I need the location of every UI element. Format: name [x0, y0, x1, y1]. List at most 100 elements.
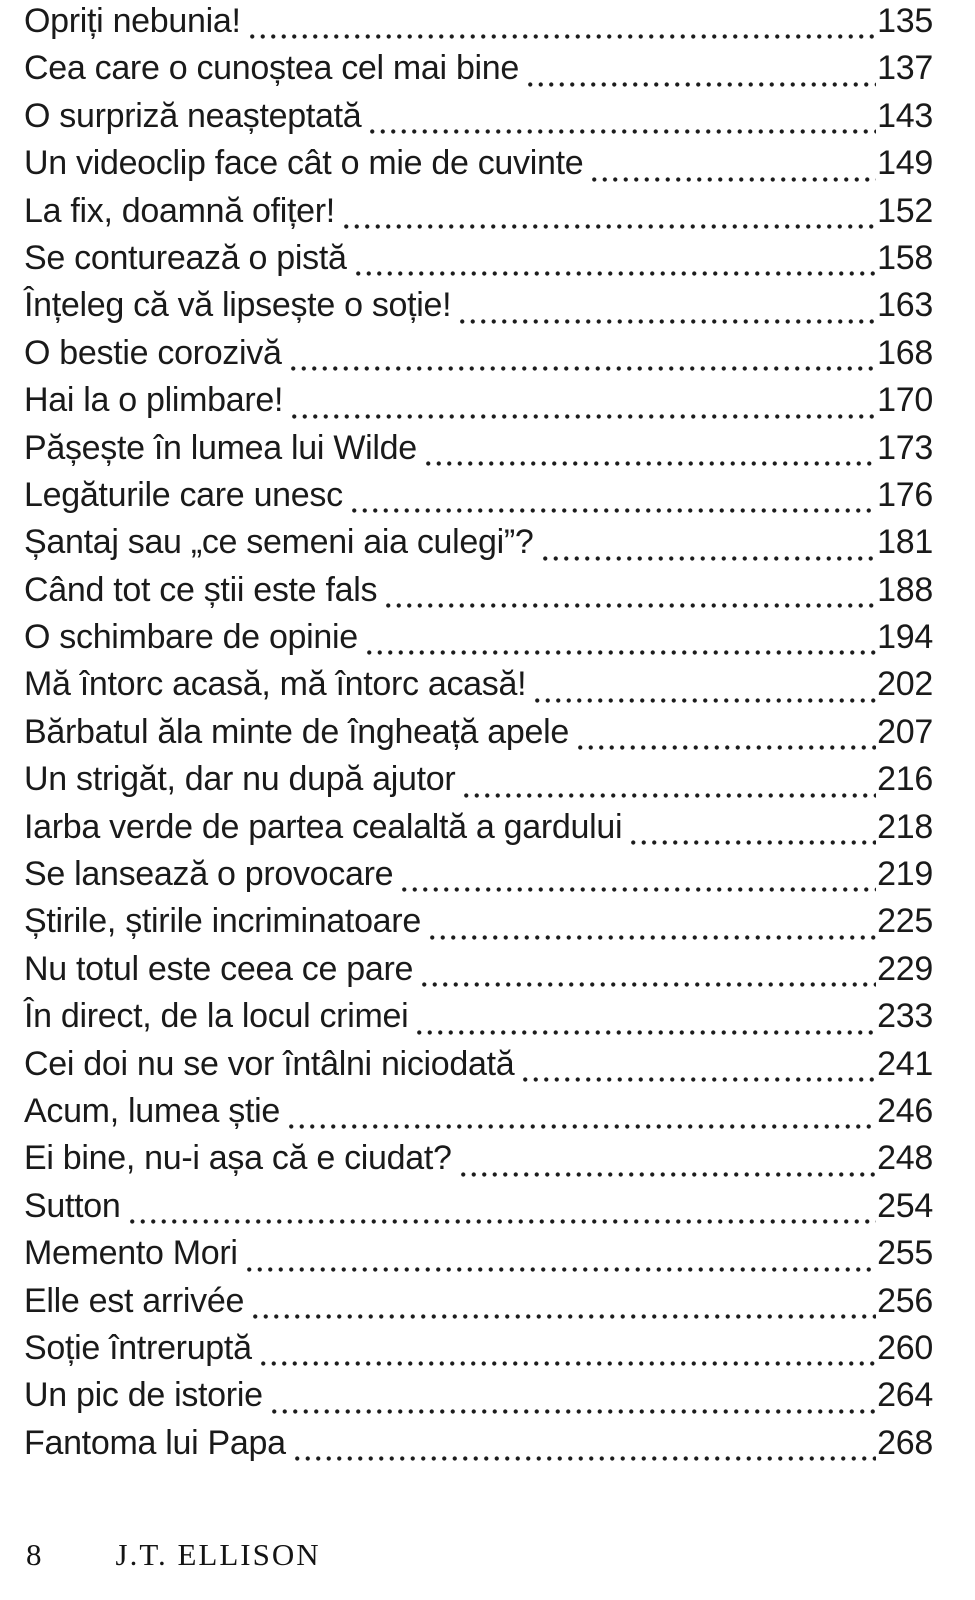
toc-entry-title: Când tot ce știi este fals — [24, 570, 378, 609]
toc-entry-title: Se lansează o provocare — [24, 855, 394, 894]
dot-leader — [626, 807, 877, 856]
toc-entry-page: 143 — [877, 96, 933, 135]
toc-row: Elle est arrivée 256 — [24, 1281, 933, 1329]
toc-entry-page: 225 — [877, 902, 933, 941]
toc-entry-page: 216 — [877, 760, 933, 799]
toc-entry-title: Ei bine, nu-i așa că e ciudat? — [24, 1139, 452, 1178]
dot-leader — [412, 997, 877, 1045]
toc-row: O schimbare de opinie 194 — [24, 618, 933, 666]
dot-leader — [587, 144, 877, 192]
toc-entry-page: 163 — [877, 286, 933, 325]
toc-entry-page: 207 — [877, 712, 933, 751]
toc-row: O surpriză neașteptată 143 — [24, 96, 933, 145]
toc-entry-page: 202 — [877, 665, 933, 704]
toc-entry-page: 260 — [877, 1328, 933, 1367]
toc-entry-title: Memento Mori — [24, 1234, 238, 1273]
dot-leader — [255, 1328, 877, 1377]
toc-entry-title: Se conturează o pistă — [24, 238, 347, 277]
toc-entry-page: 219 — [877, 855, 933, 894]
dot-leader — [381, 570, 877, 619]
toc-entry-page: 218 — [877, 807, 933, 846]
toc-entry-title: O surpriză neașteptată — [24, 96, 362, 135]
toc-entry-page: 255 — [877, 1234, 933, 1273]
toc-entry-title: Bărbatul ăla minte de îngheață apele — [24, 712, 569, 751]
toc-entry-title: Nu totul este ceea ce pare — [24, 949, 414, 988]
toc-entry-title: Elle est arrivée — [24, 1281, 245, 1320]
toc-entry-page: 181 — [877, 523, 933, 562]
toc-entry-title: Pășește în lumea lui Wilde — [24, 428, 417, 467]
dot-leader — [459, 760, 877, 808]
toc-row: Înțeleg că vă lipsește o soție! 163 — [24, 286, 933, 334]
dot-leader — [420, 428, 877, 476]
toc-entry-page: 264 — [877, 1376, 933, 1415]
toc-entry-title: Legăturile care unesc — [24, 475, 343, 514]
toc-row: Nu totul este ceea ce pare 229 — [24, 949, 933, 998]
toc-row: Memento Mori 255 — [24, 1234, 933, 1282]
toc-entry-title: O schimbare de opinie — [24, 618, 358, 657]
toc-row: Cei doi nu se vor întâlni niciodată 241 — [24, 1044, 933, 1092]
toc-row: Opriți nebunia! 135 — [24, 2, 933, 50]
toc-entry-page: 246 — [877, 1091, 933, 1130]
dot-leader — [350, 238, 877, 287]
footer-running-title: J.T. ELLISON — [115, 1537, 321, 1573]
toc-entry-page: 188 — [877, 570, 933, 609]
toc-row: Iarba verde de partea cealaltă a gardulu… — [24, 807, 933, 856]
toc-entry-page: 135 — [877, 2, 933, 40]
toc-row: Soție întreruptă 260 — [24, 1328, 933, 1377]
toc-row: Mă întorc acasă, mă întorc acasă! 202 — [24, 665, 933, 713]
toc-entry-title: O bestie corozivă — [24, 333, 282, 372]
dot-leader — [346, 475, 877, 524]
toc-entry-page: 248 — [877, 1139, 933, 1178]
toc-entry-page: 158 — [877, 238, 933, 277]
dot-leader — [338, 191, 877, 239]
toc-entry-page: 176 — [877, 475, 933, 514]
toc-entry-page: 241 — [877, 1044, 933, 1083]
dot-leader — [417, 949, 877, 998]
dot-leader — [530, 665, 877, 713]
toc-entry-title: Înțeleg că vă lipsește o soție! — [24, 286, 452, 325]
toc-row: Știrile, știrile incriminatoare 225 — [24, 902, 933, 950]
dot-leader — [572, 712, 877, 761]
toc-row: Ei bine, nu-i așa că e ciudat? 248 — [24, 1139, 933, 1187]
toc-entry-title: Cei doi nu se vor întâlni niciodată — [24, 1044, 515, 1083]
toc-row: Acum, lumea știe 246 — [24, 1091, 933, 1140]
toc-entry-title: Acum, lumea știe — [24, 1091, 280, 1130]
dot-leader — [361, 618, 877, 666]
toc-row: Fantoma lui Papa 268 — [24, 1423, 933, 1472]
toc-entry-page: 170 — [877, 381, 933, 420]
toc-row: Se lansează o provocare 219 — [24, 855, 933, 903]
toc-row: Cea care o cunoștea cel mai bine 137 — [24, 49, 933, 97]
toc-entry-title: Soție întreruptă — [24, 1328, 252, 1367]
toc-entry-page: 173 — [877, 428, 933, 467]
toc-row: O bestie corozivă 168 — [24, 333, 933, 382]
toc-entry-page: 152 — [877, 191, 933, 230]
toc-row: Bărbatul ăla minte de îngheață apele 207 — [24, 712, 933, 761]
toc-entry-title: Sutton — [24, 1186, 121, 1225]
toc-entry-title: Fantoma lui Papa — [24, 1423, 286, 1462]
toc-row: Un videoclip face cât o mie de cuvinte 1… — [24, 144, 933, 192]
dot-leader — [287, 381, 877, 429]
toc-entry-page: 168 — [877, 333, 933, 372]
dot-leader — [523, 49, 877, 97]
dot-leader — [537, 523, 877, 571]
dot-leader — [124, 1186, 877, 1235]
dot-leader — [518, 1044, 877, 1092]
toc-row: Sutton 254 — [24, 1186, 933, 1235]
dot-leader — [397, 855, 877, 903]
toc-row: Hai la o plimbare! 170 — [24, 381, 933, 429]
toc-entry-title: La fix, doamnă ofițer! — [24, 191, 335, 230]
toc-row: Un pic de istorie 264 — [24, 1376, 933, 1424]
toc-row: Pășește în lumea lui Wilde 173 — [24, 428, 933, 476]
toc-entry-page: 256 — [877, 1281, 933, 1320]
toc-entry-page: 137 — [877, 49, 933, 88]
toc-entry-page: 268 — [877, 1423, 933, 1462]
toc-row: Un strigăt, dar nu după ajutor 216 — [24, 760, 933, 808]
toc-entry-title: Un pic de istorie — [24, 1376, 263, 1415]
toc-entry-title: Opriți nebunia! — [24, 2, 241, 40]
toc-entry-title: Mă întorc acasă, mă întorc acasă! — [24, 665, 527, 704]
toc-entry-title: Șantaj sau „ce semeni aia culegi”? — [24, 523, 534, 562]
page-footer: 8 J.T. ELLISON — [24, 1537, 933, 1573]
toc-entry-title: În direct, de la locul crimei — [24, 997, 409, 1036]
toc-row: În direct, de la locul crimei 233 — [24, 997, 933, 1045]
toc-entry-page: 194 — [877, 618, 933, 657]
